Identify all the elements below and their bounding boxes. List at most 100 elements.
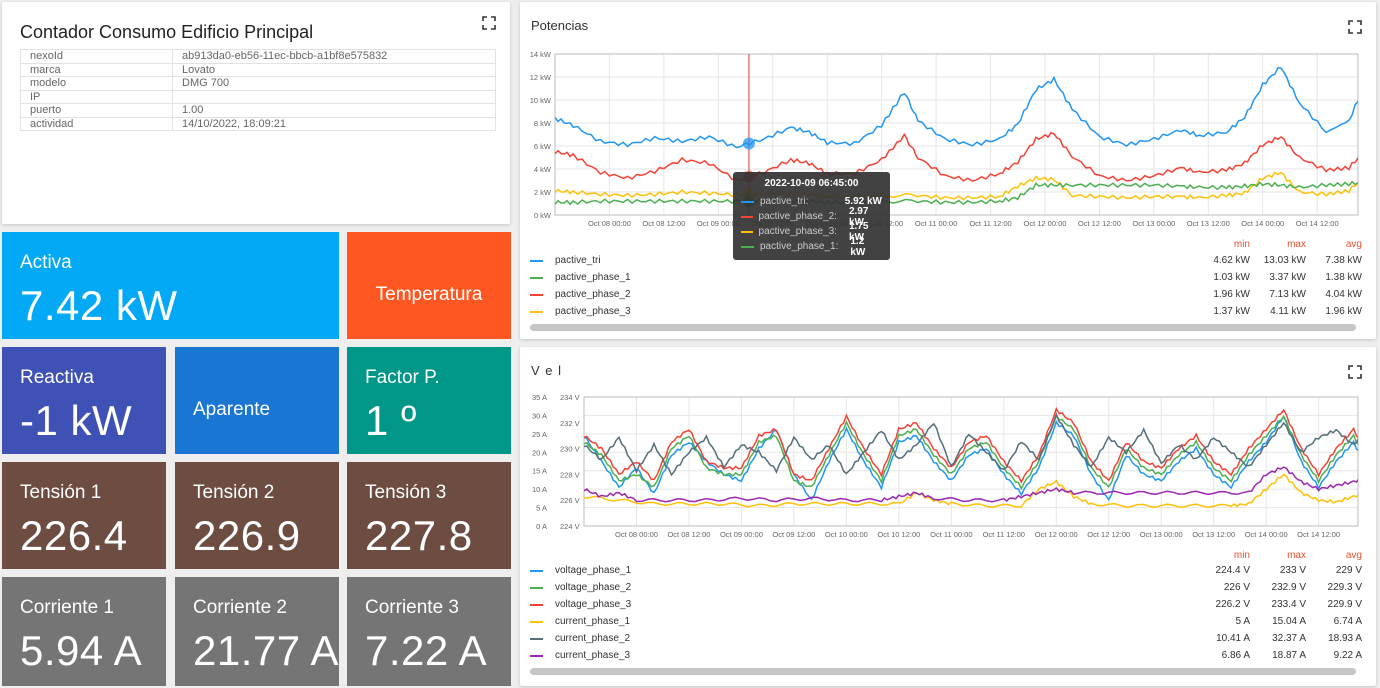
legend-row[interactable]: current_phase_2 10.41 A 32.37 A 18.93 A xyxy=(528,630,1362,647)
x-tick-label: Oct 14 00:00 xyxy=(1245,530,1288,539)
legend-row[interactable]: pactive_phase_2 1.96 kW 7.13 kW 4.04 kW xyxy=(528,286,1362,303)
x-tick-label: Oct 12 00:00 xyxy=(1035,530,1078,539)
x-tick-label: Oct 08 12:00 xyxy=(667,530,710,539)
tile-value: -1 kW xyxy=(20,397,133,444)
x-tick-label: Oct 12 12:00 xyxy=(1087,530,1130,539)
vel-chart-card: V e l 0 A 5 A 10 A 15 A 20 A 25 A 30 A 35 A 224 … xyxy=(520,347,1376,686)
tile-label: Corriente 3 xyxy=(365,597,459,618)
legend-row[interactable]: pactive_tri 4.62 kW 13.03 kW 7.38 kW xyxy=(528,252,1362,269)
x-tick-label: Oct 12 12:00 xyxy=(1078,219,1121,228)
tile-tension-1[interactable]: Tensión 1 226.4 V xyxy=(2,462,166,569)
fullscreen-icon[interactable] xyxy=(1348,20,1362,34)
tile-value: 7.42 kW xyxy=(20,282,178,329)
tile-temperatura[interactable]: Temperatura xyxy=(347,232,511,339)
legend-row[interactable]: voltage_phase_2 226 V 232.9 V 229.3 V xyxy=(528,579,1362,596)
legend-max: 7.13 kW xyxy=(1269,289,1306,300)
series-line-voltage_phase_3 xyxy=(584,406,1358,484)
info-value: ab913da0-eb56-11ec-bbcb-a1bf8e575832 xyxy=(172,49,496,64)
legend-avg: 229.3 V xyxy=(1327,582,1362,593)
tile-factor-p[interactable]: Factor P. 1 º xyxy=(347,347,511,454)
tile-corriente-1[interactable]: Corriente 1 5.94 A xyxy=(2,577,166,686)
tooltip-name: pactive_phase_1: xyxy=(759,241,839,252)
y-tick-label: 14 kW xyxy=(530,50,552,59)
tile-label: Reactiva xyxy=(20,367,94,388)
tooltip-value: 5.92 kW xyxy=(844,196,882,207)
chart-title: V e l xyxy=(531,363,563,378)
legend-avg: 6.74 A xyxy=(1333,616,1362,627)
fullscreen-icon[interactable] xyxy=(482,16,496,30)
legend-header: min max avg xyxy=(528,236,1362,252)
chart-title: Potencias xyxy=(531,18,589,33)
x-tick-label: Oct 10 00:00 xyxy=(825,530,868,539)
legend-avg: 4.04 kW xyxy=(1325,289,1362,300)
series-line-pactive_phase_2 xyxy=(555,131,1358,183)
legend-name: voltage_phase_3 xyxy=(555,599,632,610)
potencias-plot[interactable]: 0 kW 2 kW 4 kW 6 kW 8 kW 10 kW 12 kW 14 kW Oct 0… xyxy=(520,42,1376,237)
tooltip-row: pactive_tri: 5.92 kW xyxy=(741,194,882,209)
legend-row[interactable]: current_phase_3 6.86 A 18.87 A 9.22 A xyxy=(528,647,1362,664)
x-tick-label: Oct 11 12:00 xyxy=(969,219,1011,228)
tile-reactiva[interactable]: Reactiva -1 kW xyxy=(2,347,166,454)
legend-min: 1.37 kW xyxy=(1213,306,1250,317)
potencias-chart-card: Potencias 0 kW 2 kW 4 kW 6 kW 8 kW 10 kW 12 kW… xyxy=(520,2,1376,339)
vel-legend: min max avg voltage_phase_1 224.4 V 233 … xyxy=(528,549,1362,664)
tile-tension-2[interactable]: Tensión 2 226.9 V xyxy=(175,462,339,569)
legend-scrollbar[interactable] xyxy=(530,324,1356,331)
tile-value: 226.4 V xyxy=(20,512,128,569)
legend-swatch xyxy=(530,620,543,623)
legend-scrollbar[interactable] xyxy=(530,668,1356,675)
series-line-current_phase_3 xyxy=(584,466,1358,503)
tile-value: 21.77 A xyxy=(193,627,339,674)
legend-header-max: max xyxy=(1287,238,1306,250)
legend-min: 10.41 A xyxy=(1216,633,1250,644)
tooltip-value: 2.97 kW xyxy=(848,205,869,228)
tooltip-title: 2022-10-09 06:45:00 xyxy=(764,178,859,189)
legend-row[interactable]: voltage_phase_1 224.4 V 233 V 229 V xyxy=(528,562,1362,579)
tooltip-row: pactive_phase_2: 2.97 kW xyxy=(741,206,882,228)
y-tick-label: 6 kW xyxy=(534,142,552,151)
legend-name: current_phase_2 xyxy=(555,633,631,644)
series-line-pactive_phase_1 xyxy=(555,180,1358,206)
legend-max: 233 V xyxy=(1279,565,1306,576)
legend-row[interactable]: pactive_phase_3 1.37 kW 4.11 kW 1.96 kW xyxy=(528,303,1362,320)
x-tick-label: Oct 14 00:00 xyxy=(1241,219,1284,228)
tile-value: 1 º xyxy=(365,397,417,444)
tooltip-swatch xyxy=(741,230,753,233)
info-key: nexoId xyxy=(20,49,173,64)
x-tick-label: Oct 10 12:00 xyxy=(877,530,920,539)
legend-row[interactable]: pactive_phase_1 1.03 kW 3.37 kW 1.38 kW xyxy=(528,269,1362,286)
x-tick-label: Oct 08 12:00 xyxy=(642,219,685,228)
tile-activa[interactable]: Activa 7.42 kW xyxy=(2,232,339,339)
series-line-pactive_phase_3 xyxy=(555,171,1358,201)
legend-row[interactable]: current_phase_1 5 A 15.04 A 6.74 A xyxy=(528,613,1362,630)
legend-row[interactable]: voltage_phase_3 226.2 V 233.4 V 229.9 V xyxy=(528,596,1362,613)
legend-max: 3.37 kW xyxy=(1269,272,1306,283)
info-key: IP xyxy=(20,89,173,104)
tooltip-swatch xyxy=(741,215,753,218)
legend-max: 232.9 V xyxy=(1271,582,1306,593)
x-tick-label: Oct 13 00:00 xyxy=(1140,530,1183,539)
tooltip-value: 1.2 kW xyxy=(850,235,866,258)
x-tick-label: Oct 11 00:00 xyxy=(930,530,972,539)
y-tick-label: 4 kW xyxy=(534,165,552,174)
legend-header-max: max xyxy=(1287,550,1306,561)
tile-value: 227.8 V xyxy=(365,512,473,569)
legend-swatch xyxy=(530,259,543,262)
tile-tension-3[interactable]: Tensión 3 227.8 V xyxy=(347,462,511,569)
legend-swatch xyxy=(530,603,543,606)
tile-corriente-2[interactable]: Corriente 2 21.77 A xyxy=(175,577,339,686)
legend-min: 226 V xyxy=(1223,582,1250,593)
legend-min: 226.2 V xyxy=(1215,599,1250,610)
info-value: DMG 700 xyxy=(172,76,496,91)
info-key: actividad xyxy=(20,116,173,131)
tile-aparente[interactable]: Aparente xyxy=(175,347,339,454)
tooltip-name: pactive_phase_3: xyxy=(758,226,837,237)
legend-swatch xyxy=(530,276,543,279)
info-row-modelo: modelo DMG 700 xyxy=(20,76,496,91)
y-right-tick-label: 234 V xyxy=(560,393,580,402)
chart-tooltip: 2022-10-09 06:45:00 pactive_tri: 5.92 kW… xyxy=(733,172,890,260)
vel-plot[interactable]: 0 A 5 A 10 A 15 A 20 A 25 A 30 A 35 A 224 V 226 V… xyxy=(520,389,1376,549)
x-tick-label: Oct 11 12:00 xyxy=(983,530,1025,539)
fullscreen-icon[interactable] xyxy=(1348,365,1362,379)
tile-corriente-3[interactable]: Corriente 3 7.22 A xyxy=(347,577,511,686)
